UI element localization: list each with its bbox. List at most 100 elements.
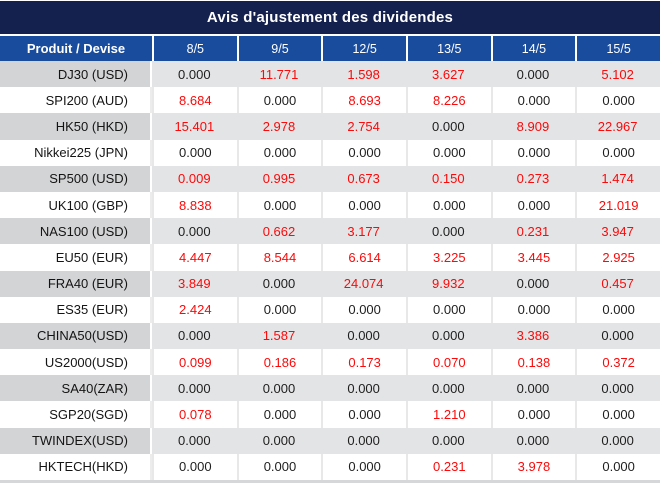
value-cell: 0.009 xyxy=(152,165,237,192)
product-cell: EU50 (EUR) xyxy=(0,244,152,271)
value-cell: 3.947 xyxy=(575,218,660,245)
value-cell: 21.019 xyxy=(575,191,660,219)
product-cell: ES35 (EUR) xyxy=(0,296,152,323)
product-cell: CHINA50(USD) xyxy=(0,322,152,350)
product-cell: Nikkei225 (JPN) xyxy=(0,139,152,166)
value-cell: 0.173 xyxy=(321,349,406,376)
value-cell: 3.386 xyxy=(490,322,576,350)
value-cell: 3.627 xyxy=(405,61,491,88)
value-cell: 0.372 xyxy=(575,349,660,376)
value-cell: 0.000 xyxy=(321,401,406,428)
value-cell: 0.000 xyxy=(490,375,576,402)
value-cell: 0.000 xyxy=(490,61,576,88)
value-cell: 0.273 xyxy=(490,165,576,192)
value-cell: 3.849 xyxy=(152,270,237,297)
value-cell: 0.000 xyxy=(405,322,491,350)
value-cell: 0.000 xyxy=(490,87,576,114)
value-cell: 0.000 xyxy=(321,191,406,219)
value-cell: 0.000 xyxy=(236,270,322,297)
value-cell: 0.000 xyxy=(236,401,322,428)
table-row-dj30: DJ30 (USD) 0.000 11.771 1.598 3.627 0.00… xyxy=(0,61,660,88)
value-cell: 1.598 xyxy=(321,61,406,88)
value-cell: 8.693 xyxy=(321,87,406,114)
value-cell: 2.978 xyxy=(236,113,322,140)
value-cell: 0.000 xyxy=(321,375,406,402)
product-cell: UK100 (GBP) xyxy=(0,191,152,219)
value-cell: 8.909 xyxy=(490,113,576,140)
value-cell: 3.225 xyxy=(405,244,491,271)
product-cell: US2000(USD) xyxy=(0,349,152,376)
value-cell: 0.000 xyxy=(236,191,322,219)
column-header-product-devise: Produit / Devise xyxy=(0,36,152,61)
product-cell: NAS100 (USD) xyxy=(0,218,152,245)
column-header-date-1: 8/5 xyxy=(152,36,237,61)
table-bottom-border xyxy=(0,480,660,483)
value-cell: 0.000 xyxy=(152,375,237,402)
value-cell: 0.000 xyxy=(321,453,406,480)
value-cell: 0.000 xyxy=(490,427,576,454)
table-row-fra40: FRA40 (EUR) 3.849 0.000 24.074 9.932 0.0… xyxy=(0,270,660,297)
value-cell: 0.000 xyxy=(405,139,491,166)
product-cell: SA40(ZAR) xyxy=(0,375,152,402)
column-header-date-4: 13/5 xyxy=(405,36,491,61)
value-cell: 8.684 xyxy=(152,87,237,114)
value-cell: 0.000 xyxy=(405,427,491,454)
value-cell: 0.000 xyxy=(405,375,491,402)
value-cell: 4.447 xyxy=(152,244,237,271)
value-cell: 0.000 xyxy=(152,61,237,88)
value-cell: 0.000 xyxy=(490,139,576,166)
value-cell: 0.150 xyxy=(405,165,491,192)
product-cell: FRA40 (EUR) xyxy=(0,270,152,297)
value-cell: 0.000 xyxy=(236,87,322,114)
table-row-us2000: US2000(USD) 0.099 0.186 0.173 0.070 0.13… xyxy=(0,349,660,376)
table-row-hk50: HK50 (HKD) 15.401 2.978 2.754 0.000 8.90… xyxy=(0,113,660,140)
value-cell: 0.000 xyxy=(575,139,660,166)
value-cell: 3.445 xyxy=(490,244,576,271)
value-cell: 1.210 xyxy=(405,401,491,428)
value-cell: 0.673 xyxy=(321,165,406,192)
value-cell: 0.000 xyxy=(321,296,406,323)
table-row-spi200: SPI200 (AUD) 8.684 0.000 8.693 8.226 0.0… xyxy=(0,87,660,114)
table-row-sgp20: SGP20(SGD) 0.078 0.000 0.000 1.210 0.000… xyxy=(0,401,660,428)
value-cell: 0.000 xyxy=(152,453,237,480)
value-cell: 0.000 xyxy=(152,427,237,454)
product-cell: SPI200 (AUD) xyxy=(0,87,152,114)
value-cell: 0.000 xyxy=(152,322,237,350)
value-cell: 0.000 xyxy=(405,296,491,323)
value-cell: 0.000 xyxy=(321,427,406,454)
page-title: Avis d'ajustement des dividendes xyxy=(0,0,660,34)
value-cell: 0.231 xyxy=(405,453,491,480)
value-cell: 0.000 xyxy=(490,191,576,219)
value-cell: 0.000 xyxy=(575,296,660,323)
value-cell: 0.000 xyxy=(321,322,406,350)
value-cell: 2.424 xyxy=(152,296,237,323)
value-cell: 8.226 xyxy=(405,87,491,114)
value-cell: 0.662 xyxy=(236,218,322,245)
table-row-nikkei225: Nikkei225 (JPN) 0.000 0.000 0.000 0.000 … xyxy=(0,139,660,166)
value-cell: 3.177 xyxy=(321,218,406,245)
column-header-date-2: 9/5 xyxy=(236,36,322,61)
product-cell: HKTECH(HKD) xyxy=(0,453,152,480)
product-cell: HK50 (HKD) xyxy=(0,113,152,140)
value-cell: 0.078 xyxy=(152,401,237,428)
product-cell: SGP20(SGD) xyxy=(0,401,152,428)
product-cell: DJ30 (USD) xyxy=(0,61,152,88)
column-header-date-3: 12/5 xyxy=(321,36,406,61)
value-cell: 0.000 xyxy=(575,453,660,480)
product-cell: SP500 (USD) xyxy=(0,165,152,192)
value-cell: 6.614 xyxy=(321,244,406,271)
table-row-twindex: TWINDEX(USD) 0.000 0.000 0.000 0.000 0.0… xyxy=(0,427,660,454)
value-cell: 0.000 xyxy=(236,375,322,402)
value-cell: 24.074 xyxy=(321,270,406,297)
header-row: Produit / Devise 8/5 9/5 12/5 13/5 14/5 … xyxy=(0,36,660,61)
value-cell: 0.000 xyxy=(236,139,322,166)
value-cell: 1.474 xyxy=(575,165,660,192)
value-cell: 0.000 xyxy=(490,296,576,323)
value-cell: 0.000 xyxy=(575,401,660,428)
value-cell: 5.102 xyxy=(575,61,660,88)
value-cell: 0.099 xyxy=(152,349,237,376)
column-header-date-6: 15/5 xyxy=(575,36,660,61)
value-cell: 0.000 xyxy=(321,139,406,166)
value-cell: 0.000 xyxy=(236,296,322,323)
